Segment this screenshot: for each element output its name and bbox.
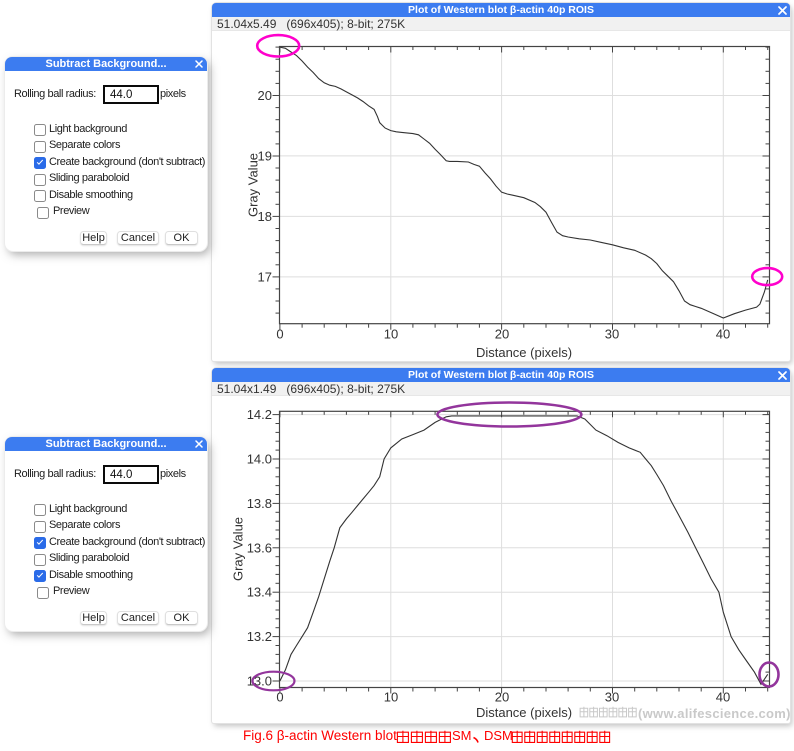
svg-text:Distance (pixels): Distance (pixels) — [476, 705, 572, 720]
svg-text:14.2: 14.2 — [247, 407, 272, 422]
svg-text:Distance (pixels): Distance (pixels) — [476, 345, 572, 360]
svg-text:40: 40 — [716, 327, 730, 342]
svg-text:14.0: 14.0 — [247, 452, 272, 467]
svg-text:13.2: 13.2 — [247, 629, 272, 644]
svg-text:13.4: 13.4 — [247, 585, 272, 600]
svg-text:13.6: 13.6 — [247, 540, 272, 555]
svg-text:18: 18 — [258, 209, 272, 224]
svg-text:20: 20 — [495, 690, 509, 705]
svg-text:13.0: 13.0 — [247, 674, 272, 689]
svg-text:19: 19 — [258, 148, 272, 163]
svg-text:10: 10 — [384, 327, 398, 342]
svg-text:Gray Value: Gray Value — [246, 153, 261, 217]
svg-text:20: 20 — [495, 327, 509, 342]
svg-text:Gray Value: Gray Value — [231, 517, 246, 581]
svg-text:30: 30 — [605, 327, 619, 342]
svg-text:13.8: 13.8 — [247, 496, 272, 511]
svg-text:0: 0 — [276, 327, 283, 342]
svg-text:40: 40 — [716, 690, 730, 705]
svg-text:30: 30 — [605, 690, 619, 705]
svg-text:10: 10 — [384, 690, 398, 705]
svg-text:0: 0 — [276, 690, 283, 705]
svg-text:17: 17 — [258, 269, 272, 284]
svg-text:20: 20 — [258, 88, 272, 103]
